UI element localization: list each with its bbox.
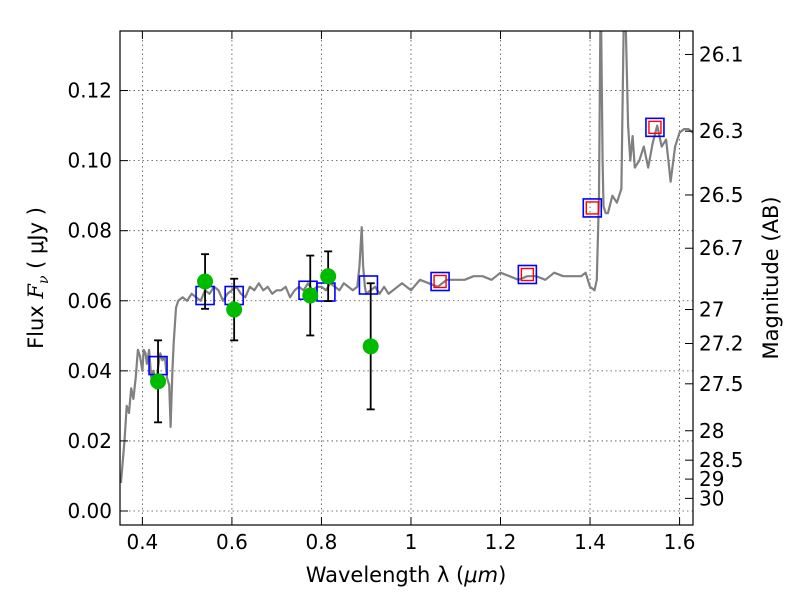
y2-tick-label: 26.7 [699, 236, 744, 260]
plot-frame [119, 30, 694, 526]
nir-photometry-square [585, 201, 599, 215]
nir-photometry-square [520, 267, 535, 282]
x-tick-label: 1.6 [664, 530, 696, 554]
y-tick-label: 0.10 [67, 149, 112, 173]
x-tick-label: 0.8 [306, 530, 338, 554]
observed-point [362, 338, 379, 355]
nir-photometry-square [648, 120, 662, 135]
y-axis-label: Flux Fν ( μJy ) [24, 207, 52, 349]
model-photometry-square [430, 271, 450, 292]
y2-tick-label: 27 [699, 298, 724, 322]
y2-tick-label: 26.1 [699, 42, 744, 66]
model-photometry-square [582, 198, 603, 218]
observed-point [226, 301, 243, 318]
y-tick-label: 0.08 [67, 219, 112, 243]
model-photometry-square [358, 275, 379, 295]
y2-tick-label: 26.3 [699, 119, 744, 143]
y-tick-label: 0.06 [67, 289, 112, 313]
observed-point [320, 268, 337, 285]
y2-tick-label: 26.5 [699, 183, 744, 207]
y2-tick-label: 29 [699, 467, 724, 491]
x-tick-label: 0.4 [126, 530, 158, 554]
observed-point [302, 287, 319, 304]
plot-area [120, 31, 693, 484]
y-tick-label: 0.02 [67, 429, 112, 453]
sed-model-line [120, 31, 693, 484]
observed-point [197, 273, 214, 290]
model-photometry-square [517, 264, 538, 285]
x-tick-label: 1.4 [574, 530, 606, 554]
y2-tick-label: 27.5 [699, 372, 744, 396]
y-tick-label: 0.12 [67, 79, 112, 103]
y2-tick-label: 28 [699, 419, 724, 443]
y2-tick-label: 27.2 [699, 332, 744, 356]
y2-axis-label: Magnitude (AB) [759, 196, 783, 359]
nir-photometry-square [433, 274, 447, 289]
x-tick-label: 1.2 [485, 530, 517, 554]
observed-point [150, 373, 167, 390]
y2-tick-label: 30 [699, 486, 724, 510]
x-tick-label: 1 [405, 530, 418, 554]
axes: 0.4 0.6 0.8 1 1.2 1.4 1.6 0.00 0.02 0.04 0.06 0.08 0… [67, 30, 744, 554]
y2-tick-label: 28.5 [699, 448, 744, 472]
model-photometry-square [645, 117, 665, 138]
y-tick-label: 0.04 [67, 359, 112, 383]
y-tick-label: 0.00 [67, 499, 112, 523]
x-axis-label: Wavelength λ (μm) [306, 563, 507, 587]
x-tick-label: 0.6 [216, 530, 248, 554]
